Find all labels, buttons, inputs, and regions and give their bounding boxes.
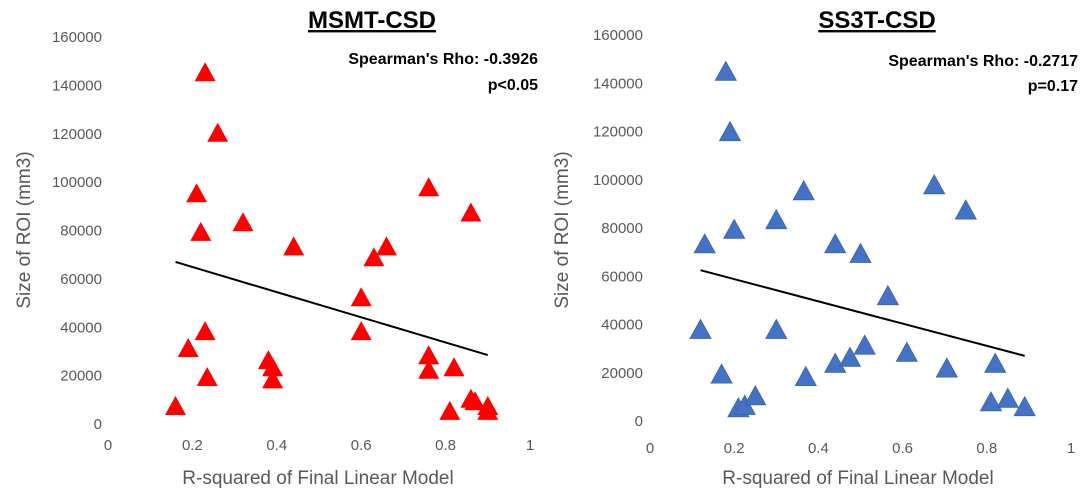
data-point-triangle (262, 369, 284, 389)
y-tick-label: 20000 (60, 368, 102, 385)
y-tick-label: 80000 (601, 220, 643, 237)
data-point-triangle (693, 233, 716, 254)
data-point-triangle (984, 352, 1007, 373)
p-value-annotation: p=0.17 (1028, 78, 1078, 95)
data-point-triangle (710, 363, 733, 384)
x-tick-label: 0.6 (892, 440, 913, 457)
data-point-triangle (418, 359, 440, 379)
y-tick-label: 160000 (593, 27, 643, 44)
data-point-triangle (194, 62, 216, 82)
y-tick-label: 140000 (593, 75, 643, 92)
data-point-triangle (460, 202, 482, 222)
data-point-triangle (718, 120, 742, 142)
data-point-triangle (190, 221, 212, 241)
data-point-triangle (935, 357, 958, 378)
x-tick-label: 0.2 (724, 440, 745, 457)
x-axis-label: R-squared of Final Linear Model (722, 468, 993, 489)
data-point-triangle (744, 385, 767, 406)
x-tick-label: 0.4 (266, 437, 287, 454)
data-point-triangle (262, 357, 284, 377)
x-tick-label: 0 (646, 440, 654, 457)
data-point-triangle (186, 183, 208, 203)
data-point-triangle (376, 236, 397, 256)
x-tick-label: 0.8 (976, 440, 997, 457)
spearman-rho-annotation: Spearman's Rho: -0.2717 (888, 53, 1078, 70)
data-point-triangle (1013, 395, 1036, 417)
data-point-triangle (923, 173, 946, 195)
y-axis-label: Size of ROI (mm3) (552, 151, 573, 308)
chart-panel-msmt: MSMT-CSD 0 20000 40000 60000 80000 100000 12000… (14, 7, 538, 489)
data-point-triangle (996, 387, 1019, 408)
x-tick-label: 0.6 (351, 437, 372, 454)
trend-line (175, 260, 489, 357)
y-tick-label: 60000 (601, 268, 643, 285)
data-point-triangle (439, 400, 461, 420)
data-point-triangle (165, 396, 186, 415)
data-point-triangle (792, 179, 815, 201)
y-tick-label: 140000 (52, 77, 102, 94)
data-point-triangle (824, 233, 847, 254)
y-tick-label: 160000 (52, 29, 102, 46)
chart-title: SS3T-CSD (818, 7, 935, 34)
x-tick-label: 1 (1067, 440, 1075, 457)
data-point-triangle (794, 365, 817, 387)
y-tick-label: 0 (635, 413, 643, 430)
data-point-triangle (443, 357, 465, 377)
data-point-triangle (194, 321, 216, 341)
data-point-triangle (350, 321, 372, 341)
data-point-triangle (714, 60, 737, 81)
chart-panel-ss3t: SS3T-CSD 0 20000 40000 60000 80000 100000 12000… (552, 7, 1078, 489)
data-point-triangle (849, 242, 872, 263)
x-tick-label: 1 (526, 437, 534, 454)
data-point-triangle (954, 199, 977, 220)
trend-line (700, 269, 1025, 357)
y-tick-label: 120000 (52, 126, 102, 143)
data-point-triangle (232, 212, 254, 232)
data-point-triangle (196, 367, 218, 386)
spearman-rho-annotation: Spearman's Rho: -0.3926 (348, 51, 538, 68)
p-value-annotation: p<0.05 (488, 77, 538, 94)
x-tick-label: 0 (104, 437, 112, 454)
data-point-triangle (363, 247, 385, 267)
x-tick-label: 0.2 (182, 437, 203, 454)
y-tick-label: 60000 (60, 271, 102, 288)
data-point-triangle (477, 400, 499, 420)
data-point-triangle (177, 338, 199, 357)
y-tick-label: 40000 (601, 317, 643, 334)
y-axis-label: Size of ROI (mm3) (14, 151, 35, 308)
y-tick-label: 0 (94, 416, 102, 433)
data-point-triangle (418, 177, 440, 197)
y-tick-label: 20000 (601, 365, 643, 382)
x-axis-label: R-squared of Final Linear Model (182, 468, 453, 489)
data-point-triangle (853, 334, 876, 355)
data-point-triangle (765, 208, 788, 230)
y-tick-label: 120000 (593, 124, 643, 141)
data-point-triangle (765, 318, 788, 339)
data-point-triangle (283, 236, 305, 256)
y-tick-label: 40000 (60, 319, 102, 336)
data-point-triangle (824, 352, 847, 373)
data-point-triangle (895, 341, 918, 362)
y-tick-label: 80000 (60, 223, 102, 240)
data-point-triangle (350, 287, 372, 307)
data-point-triangle (723, 218, 746, 239)
data-point-triangle (418, 345, 440, 365)
data-point-triangle (464, 391, 486, 411)
data-point-triangle (689, 318, 712, 339)
data-point-triangle (876, 284, 900, 306)
data-point-triangle (207, 122, 229, 142)
data-point-triangle (838, 346, 862, 367)
y-tick-label: 100000 (593, 172, 643, 189)
data-point-triangle (979, 391, 1003, 412)
chart-title: MSMT-CSD (308, 7, 436, 34)
y-tick-label: 100000 (52, 174, 102, 191)
x-tick-label: 0.8 (435, 437, 456, 454)
x-tick-label: 0.4 (808, 440, 829, 457)
